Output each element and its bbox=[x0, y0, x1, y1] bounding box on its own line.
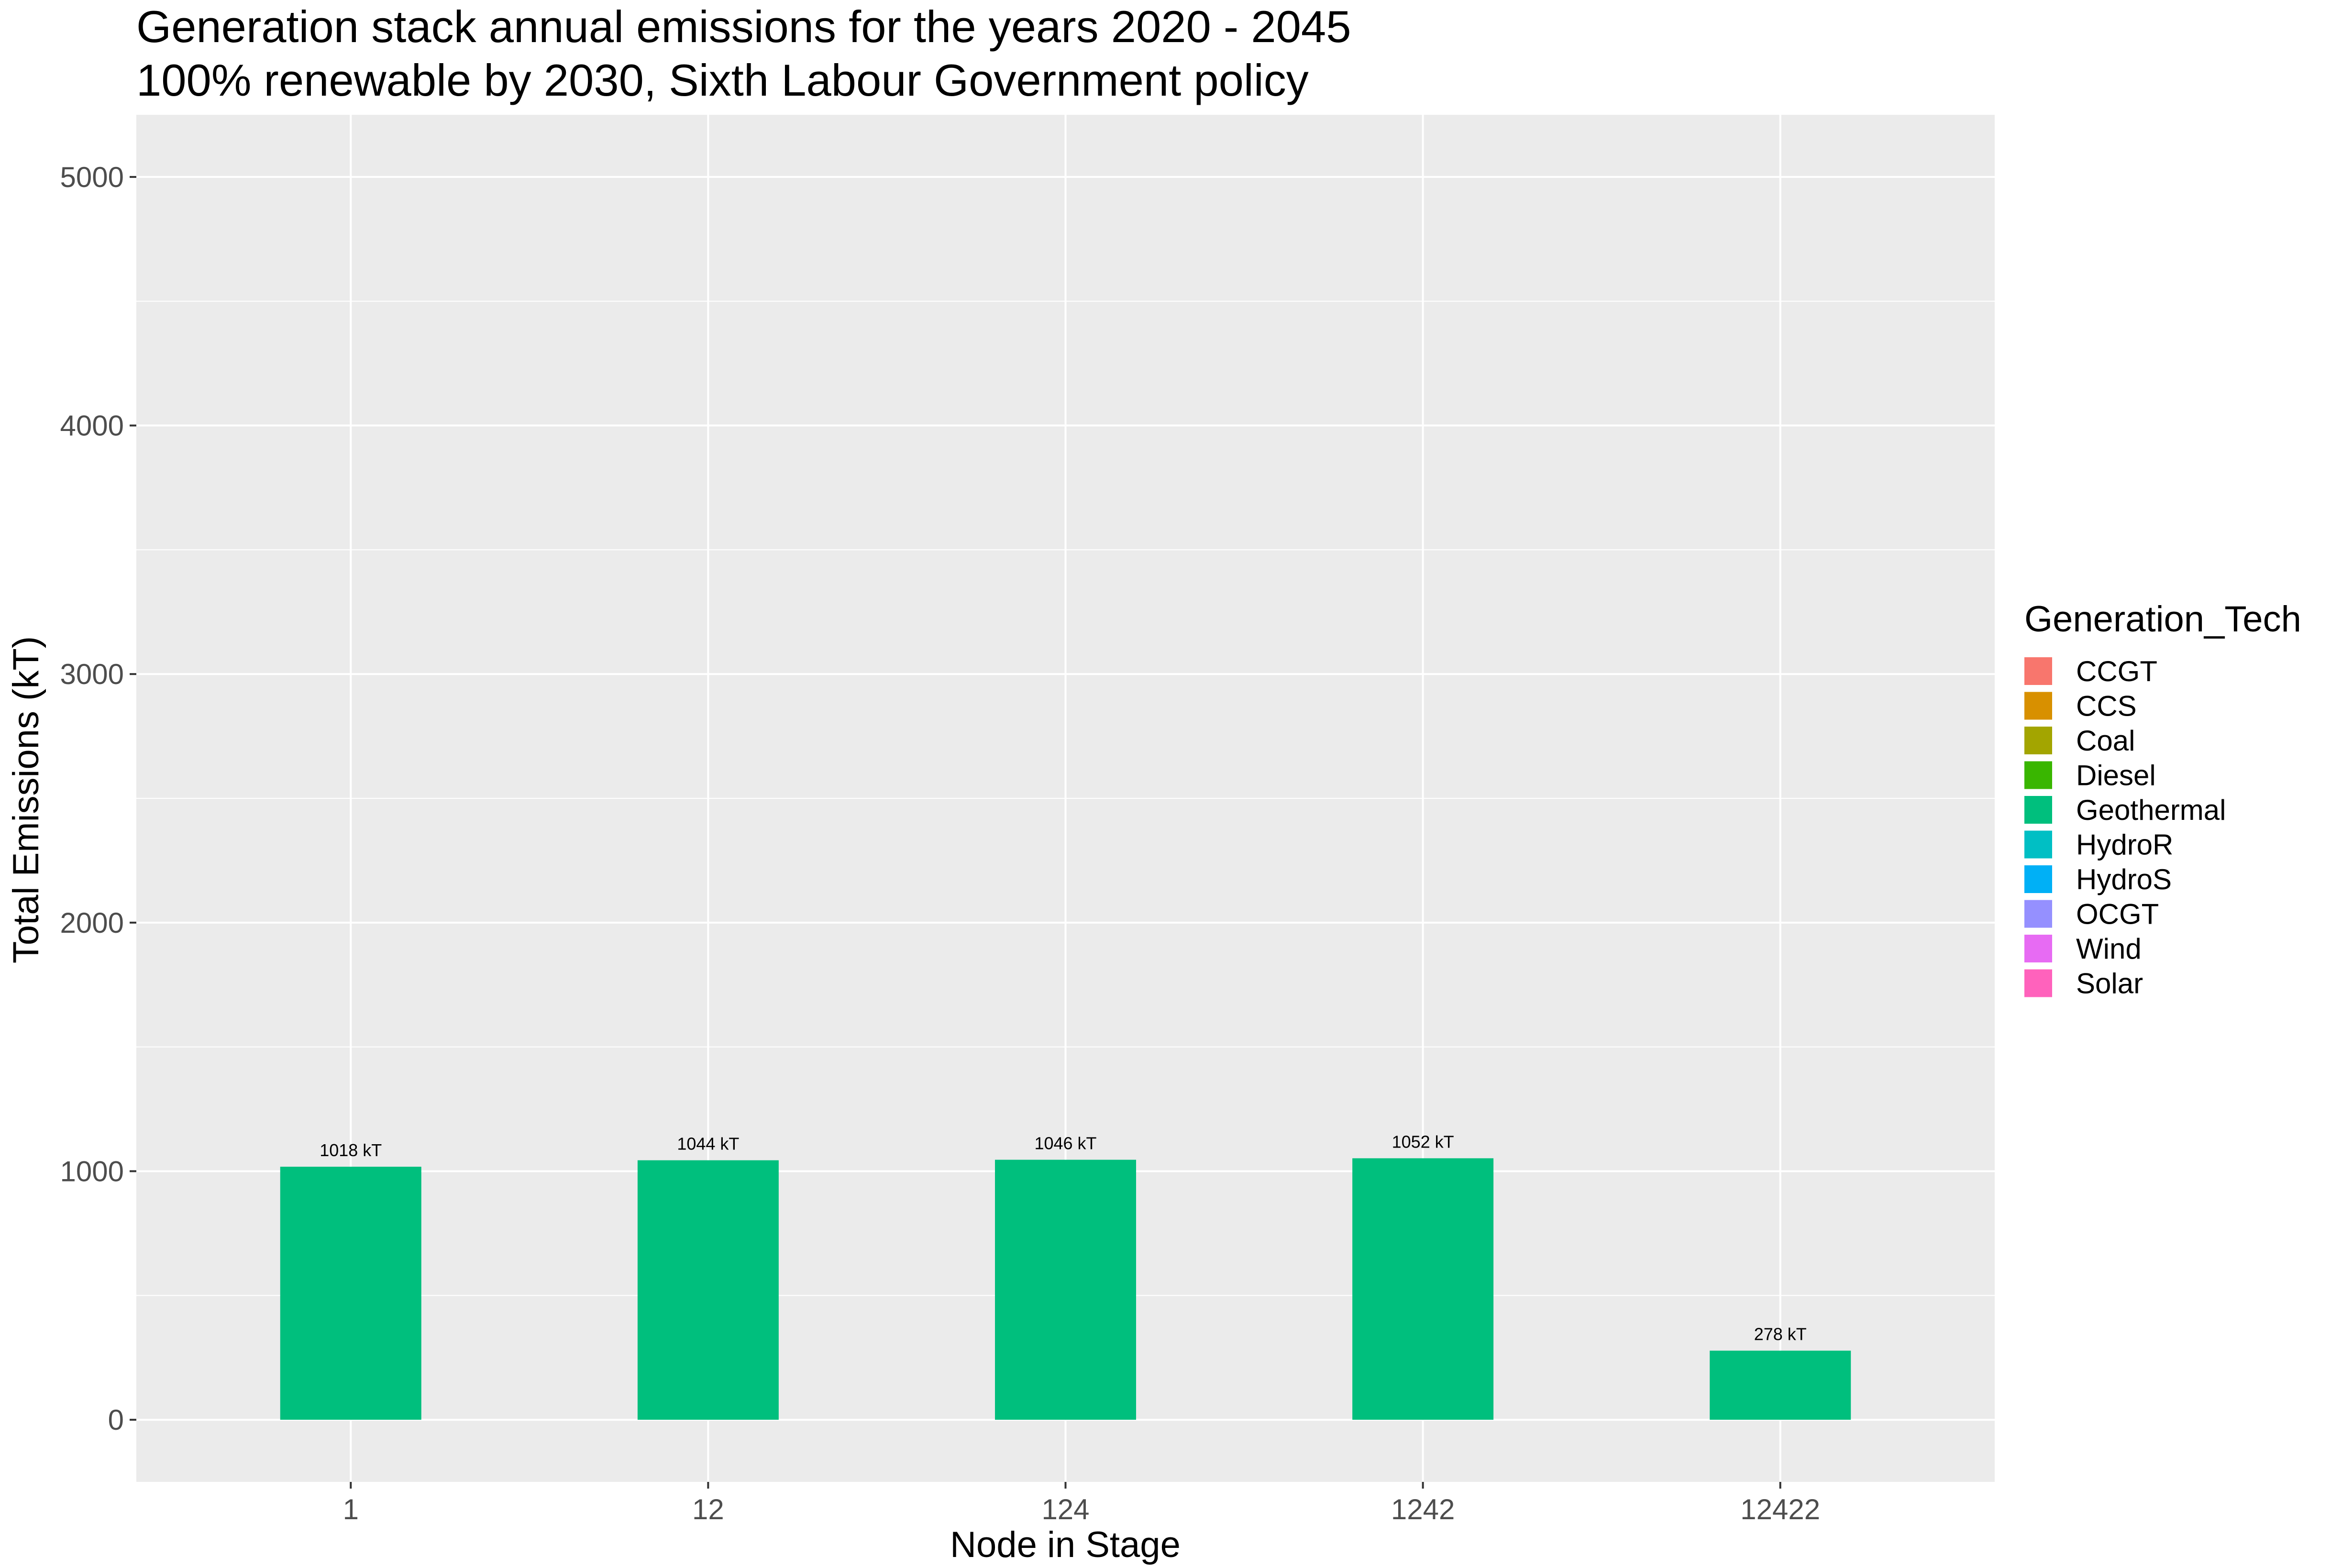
x-tick-label: 1242 bbox=[1391, 1493, 1455, 1525]
legend-key-ccs bbox=[2024, 692, 2052, 720]
chart-subtitle: 100% renewable by 2030, Sixth Labour Gov… bbox=[136, 55, 1309, 105]
legend-key-geothermal bbox=[2024, 796, 2052, 824]
legend-label-coal: Coal bbox=[2076, 725, 2135, 757]
legend-label-ccs: CCS bbox=[2076, 690, 2137, 722]
major-gridlines bbox=[136, 115, 1995, 1482]
bar-label-1242: 1052 kT bbox=[1392, 1132, 1454, 1151]
legend-label-ccgt: CCGT bbox=[2076, 655, 2157, 687]
legend-label-hydror: HydroR bbox=[2076, 829, 2173, 861]
legend-key-hydros bbox=[2024, 865, 2052, 893]
legend-label-diesel: Diesel bbox=[2076, 760, 2156, 792]
bar-label-12: 1044 kT bbox=[677, 1134, 739, 1154]
y-tick-label: 4000 bbox=[60, 410, 124, 442]
legend-key-coal bbox=[2024, 727, 2052, 754]
bar-12 bbox=[637, 1160, 779, 1420]
legend-key-diesel bbox=[2024, 761, 2052, 789]
legend-label-hydros: HydroS bbox=[2076, 863, 2172, 895]
legend-key-solar bbox=[2024, 969, 2052, 997]
bar-124 bbox=[995, 1159, 1136, 1420]
legend-title: Generation_Tech bbox=[2024, 599, 2301, 640]
bar-1242 bbox=[1352, 1158, 1494, 1420]
legend-key-hydror bbox=[2024, 830, 2052, 859]
x-tick-label: 1 bbox=[343, 1493, 359, 1525]
x-axis-title: Node in Stage bbox=[950, 1524, 1181, 1565]
legend-label-wind: Wind bbox=[2076, 933, 2142, 965]
y-axis-title: Total Emissions (kT) bbox=[6, 636, 46, 963]
bar-12422 bbox=[1710, 1350, 1851, 1420]
legend-label-ocgt: OCGT bbox=[2076, 898, 2159, 930]
bar-value-labels: 1018 kT 1044 kT 1046 kT 1052 kT 278 kT bbox=[320, 1132, 1807, 1344]
y-tick-label: 0 bbox=[108, 1404, 124, 1436]
bars bbox=[280, 1158, 1851, 1420]
bar-label-12422: 278 kT bbox=[1754, 1325, 1807, 1344]
bar-label-1: 1018 kT bbox=[320, 1140, 382, 1160]
legend-label-geothermal: Geothermal bbox=[2076, 794, 2226, 826]
bar-1 bbox=[280, 1167, 421, 1420]
x-tick-label: 124 bbox=[1041, 1493, 1089, 1525]
x-tick-label: 12422 bbox=[1740, 1493, 1820, 1525]
legend: Generation_Tech CCGTCCSCoalDieselGeother… bbox=[2024, 599, 2301, 1000]
legend-label-solar: Solar bbox=[2076, 968, 2143, 1000]
y-tick-label: 5000 bbox=[60, 161, 124, 193]
y-tick-label: 1000 bbox=[60, 1155, 124, 1187]
x-tick-label: 12 bbox=[692, 1493, 724, 1525]
y-tick-label: 3000 bbox=[60, 658, 124, 690]
y-axis-ticks: 0 1000 2000 3000 4000 5000 bbox=[60, 161, 136, 1436]
x-axis-ticks: 1 12 124 1242 12422 bbox=[343, 1482, 1820, 1525]
y-tick-label: 2000 bbox=[60, 907, 124, 939]
legend-key-ccgt bbox=[2024, 657, 2052, 685]
legend-key-wind bbox=[2024, 935, 2052, 962]
legend-key-ocgt bbox=[2024, 900, 2052, 928]
chart-title: Generation stack annual emissions for th… bbox=[136, 1, 1351, 52]
bar-label-124: 1046 kT bbox=[1034, 1134, 1096, 1153]
